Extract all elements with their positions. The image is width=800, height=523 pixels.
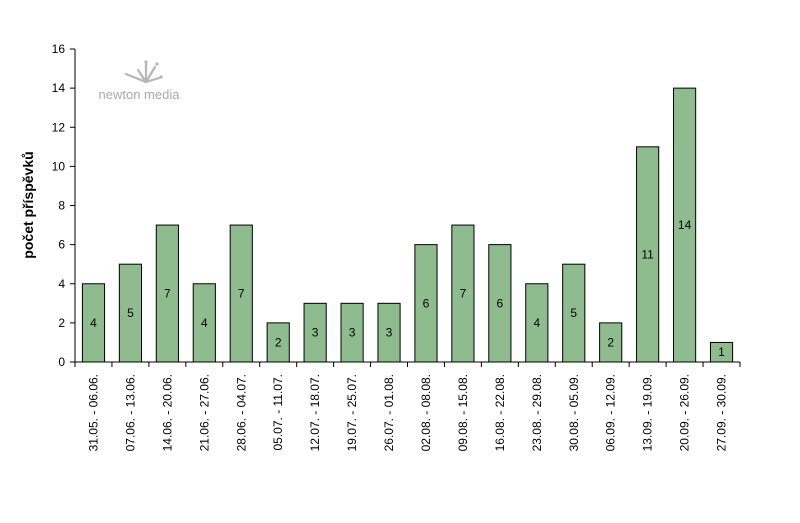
- y-tick-label: 14: [52, 81, 66, 95]
- bar-data-label: 2: [275, 335, 282, 349]
- bar: [414, 244, 438, 363]
- x-category-label: 21.06. - 27.06.: [197, 374, 211, 451]
- x-category-label: 31.05. - 06.06.: [86, 374, 100, 451]
- bar: [562, 263, 586, 363]
- bar: [192, 283, 216, 363]
- x-category-label: 09.08. - 15.08.: [456, 374, 470, 451]
- bar-data-label: 7: [164, 287, 171, 301]
- y-tick-label: 4: [58, 277, 65, 291]
- bar-data-label: 6: [423, 296, 430, 310]
- x-category-label: 16.08. - 22.08.: [493, 374, 507, 451]
- bar: [229, 224, 253, 363]
- bar: [340, 302, 364, 363]
- bar: [525, 283, 549, 363]
- y-tick-label: 8: [58, 199, 65, 213]
- bar: [636, 146, 660, 363]
- bar-data-label: 5: [127, 306, 134, 320]
- y-tick-label: 6: [58, 238, 65, 252]
- bar-data-label: 1: [718, 345, 725, 359]
- bar-data-label: 3: [312, 326, 319, 340]
- bar-data-label: 3: [386, 326, 393, 340]
- x-category-label: 27.09. - 30.09.: [715, 374, 729, 451]
- bar: [709, 341, 734, 363]
- bar-data-label: 5: [570, 306, 577, 320]
- bar-data-label: 4: [533, 316, 540, 330]
- x-category-label: 13.09. - 19.09.: [641, 374, 655, 451]
- x-category-label: 30.08. - 05.09.: [567, 374, 581, 451]
- y-tick-label: 12: [52, 120, 66, 134]
- x-category-label: 07.06. - 13.06.: [123, 374, 137, 451]
- y-axis-label: počet příspěvků: [20, 151, 36, 258]
- x-category-label: 12.07. - 18.07.: [308, 374, 322, 451]
- x-category-label: 19.07. - 25.07.: [345, 374, 359, 451]
- x-category-label: 02.08. - 08.08.: [419, 374, 433, 451]
- bar: [266, 322, 290, 363]
- bar: [488, 244, 512, 363]
- bar: [673, 87, 697, 363]
- bars: [81, 87, 734, 363]
- x-category-label: 06.09. - 12.09.: [604, 374, 618, 451]
- bar-data-label: 11: [641, 247, 654, 261]
- labels: 4 31.05. - 06.06. 5 07.06. - 13.06. 7 14.06. …: [86, 218, 728, 451]
- y-tick-label: 2: [58, 316, 65, 330]
- bar: [155, 224, 179, 363]
- x-category-label: 28.06. - 04.07.: [234, 374, 248, 451]
- newton-media-logo-icon: [124, 60, 163, 84]
- x-category-label: 20.09. - 26.09.: [678, 374, 692, 451]
- bar: [118, 263, 143, 363]
- y-tick-label: 10: [52, 159, 66, 173]
- bar-data-label: 6: [497, 296, 504, 310]
- bar: [303, 302, 327, 363]
- x-category-label: 05.07. - 11.07.: [271, 374, 285, 451]
- y-tick-label: 16: [52, 42, 66, 56]
- bar-data-label: 2: [607, 335, 614, 349]
- logo-text: newton media: [99, 87, 181, 102]
- bar-data-label: 4: [201, 316, 208, 330]
- newton-media-logo: newton media: [99, 60, 181, 102]
- bar-data-label: 14: [678, 218, 692, 232]
- x-category-label: 26.07. - 01.08.: [382, 374, 396, 451]
- bar: [451, 224, 475, 363]
- bar: [599, 322, 623, 363]
- x-category-label: 23.08. - 29.08.: [530, 374, 544, 451]
- y-tick-label: 0: [58, 355, 65, 369]
- bar-data-label: 4: [90, 316, 97, 330]
- x-category-label: 14.06. - 20.06.: [160, 374, 174, 451]
- bar-data-label: 7: [460, 287, 467, 301]
- bar: [377, 302, 401, 363]
- bar: [81, 283, 106, 363]
- bar-data-label: 7: [238, 287, 245, 301]
- bar-data-label: 3: [349, 326, 356, 340]
